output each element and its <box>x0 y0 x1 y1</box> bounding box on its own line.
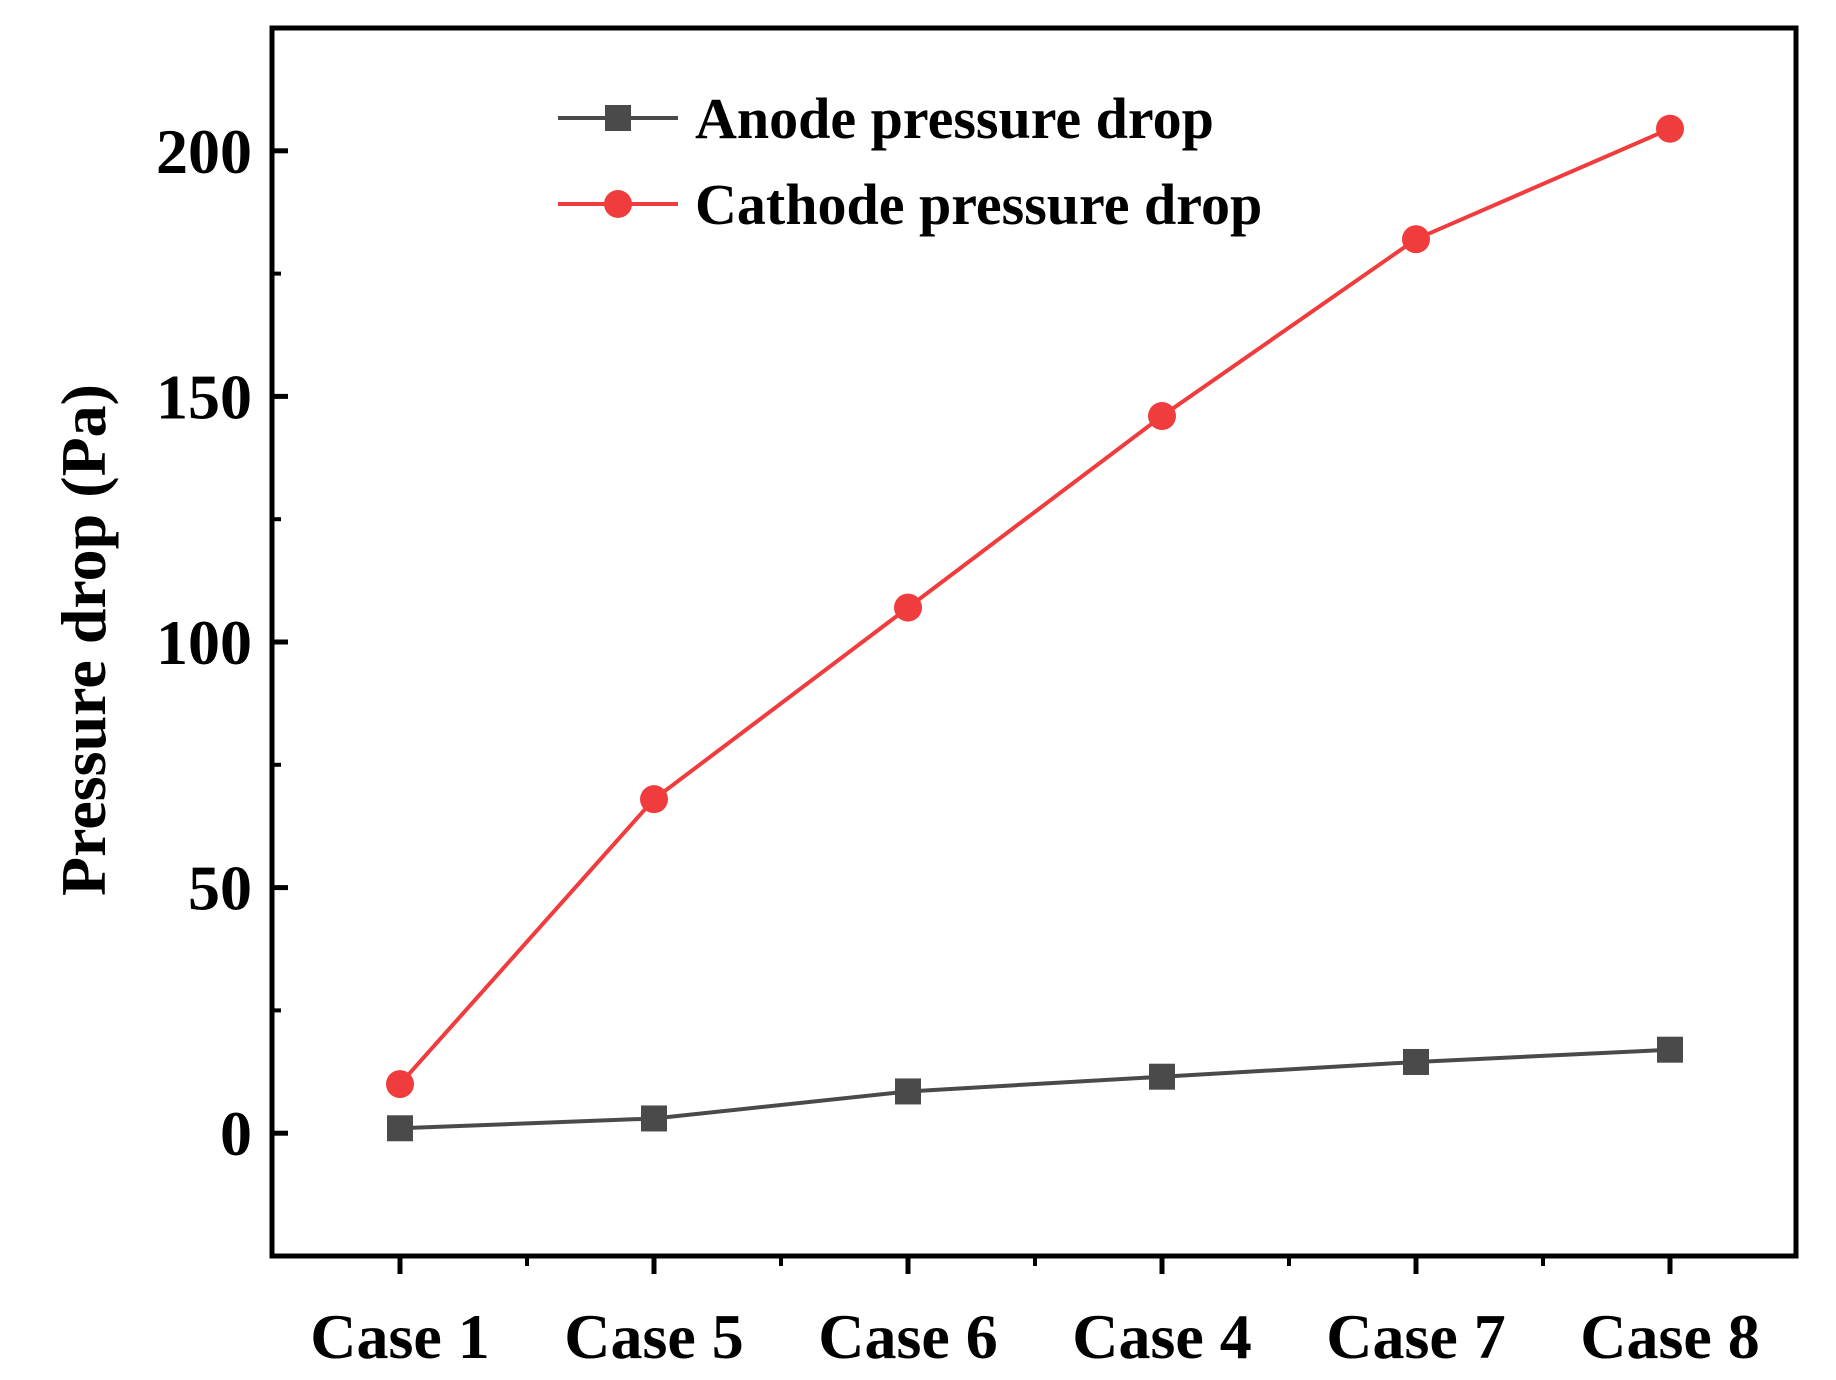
series-line <box>398 126 1671 1086</box>
series-layer <box>386 114 1684 1142</box>
series-anode <box>387 1036 1683 1142</box>
data-point <box>387 1115 413 1142</box>
y-tick-label: 100 <box>156 607 252 678</box>
data-point <box>894 593 922 622</box>
y-tick-label: 200 <box>156 116 252 187</box>
x-tick-label: Case 8 <box>1580 1301 1760 1372</box>
data-point <box>386 1070 414 1099</box>
y-tick-label: 0 <box>220 1098 252 1169</box>
data-point <box>1403 1048 1429 1075</box>
legend-marker-square <box>605 105 631 131</box>
data-point <box>640 785 668 814</box>
legend-label: Cathode pressure drop <box>695 172 1262 237</box>
legend-item: Anode pressure drop <box>558 86 1214 151</box>
data-point <box>895 1078 921 1105</box>
x-tick-label: Case 6 <box>818 1301 998 1372</box>
y-tick-label: 150 <box>156 361 252 432</box>
data-point <box>1148 402 1176 431</box>
legend-item: Cathode pressure drop <box>558 172 1262 237</box>
data-point <box>1149 1063 1175 1090</box>
data-point <box>1657 1036 1683 1063</box>
y-axis: 0 50 100 150 200 <box>156 116 288 1169</box>
x-tick-label: Case 5 <box>564 1301 744 1372</box>
y-axis-title: Pressure drop (Pa) <box>48 384 119 896</box>
x-tick-label: Case 4 <box>1072 1301 1252 1372</box>
data-point <box>1656 114 1684 143</box>
data-point <box>1402 225 1430 254</box>
legend: Anode pressure drop Cathode pressure drop <box>558 86 1262 237</box>
x-tick-label: Case 7 <box>1326 1301 1506 1372</box>
legend-marker-circle <box>604 190 632 218</box>
x-tick-label: Case 1 <box>310 1301 490 1372</box>
x-axis: Case 1 Case 5 Case 6 Case 4 Case 7 Case 8 <box>310 1256 1760 1372</box>
legend-label: Anode pressure drop <box>695 86 1214 151</box>
series-cathode <box>386 114 1684 1099</box>
data-point <box>641 1105 667 1132</box>
series-line <box>399 1047 1671 1131</box>
y-tick-label: 50 <box>188 853 252 924</box>
